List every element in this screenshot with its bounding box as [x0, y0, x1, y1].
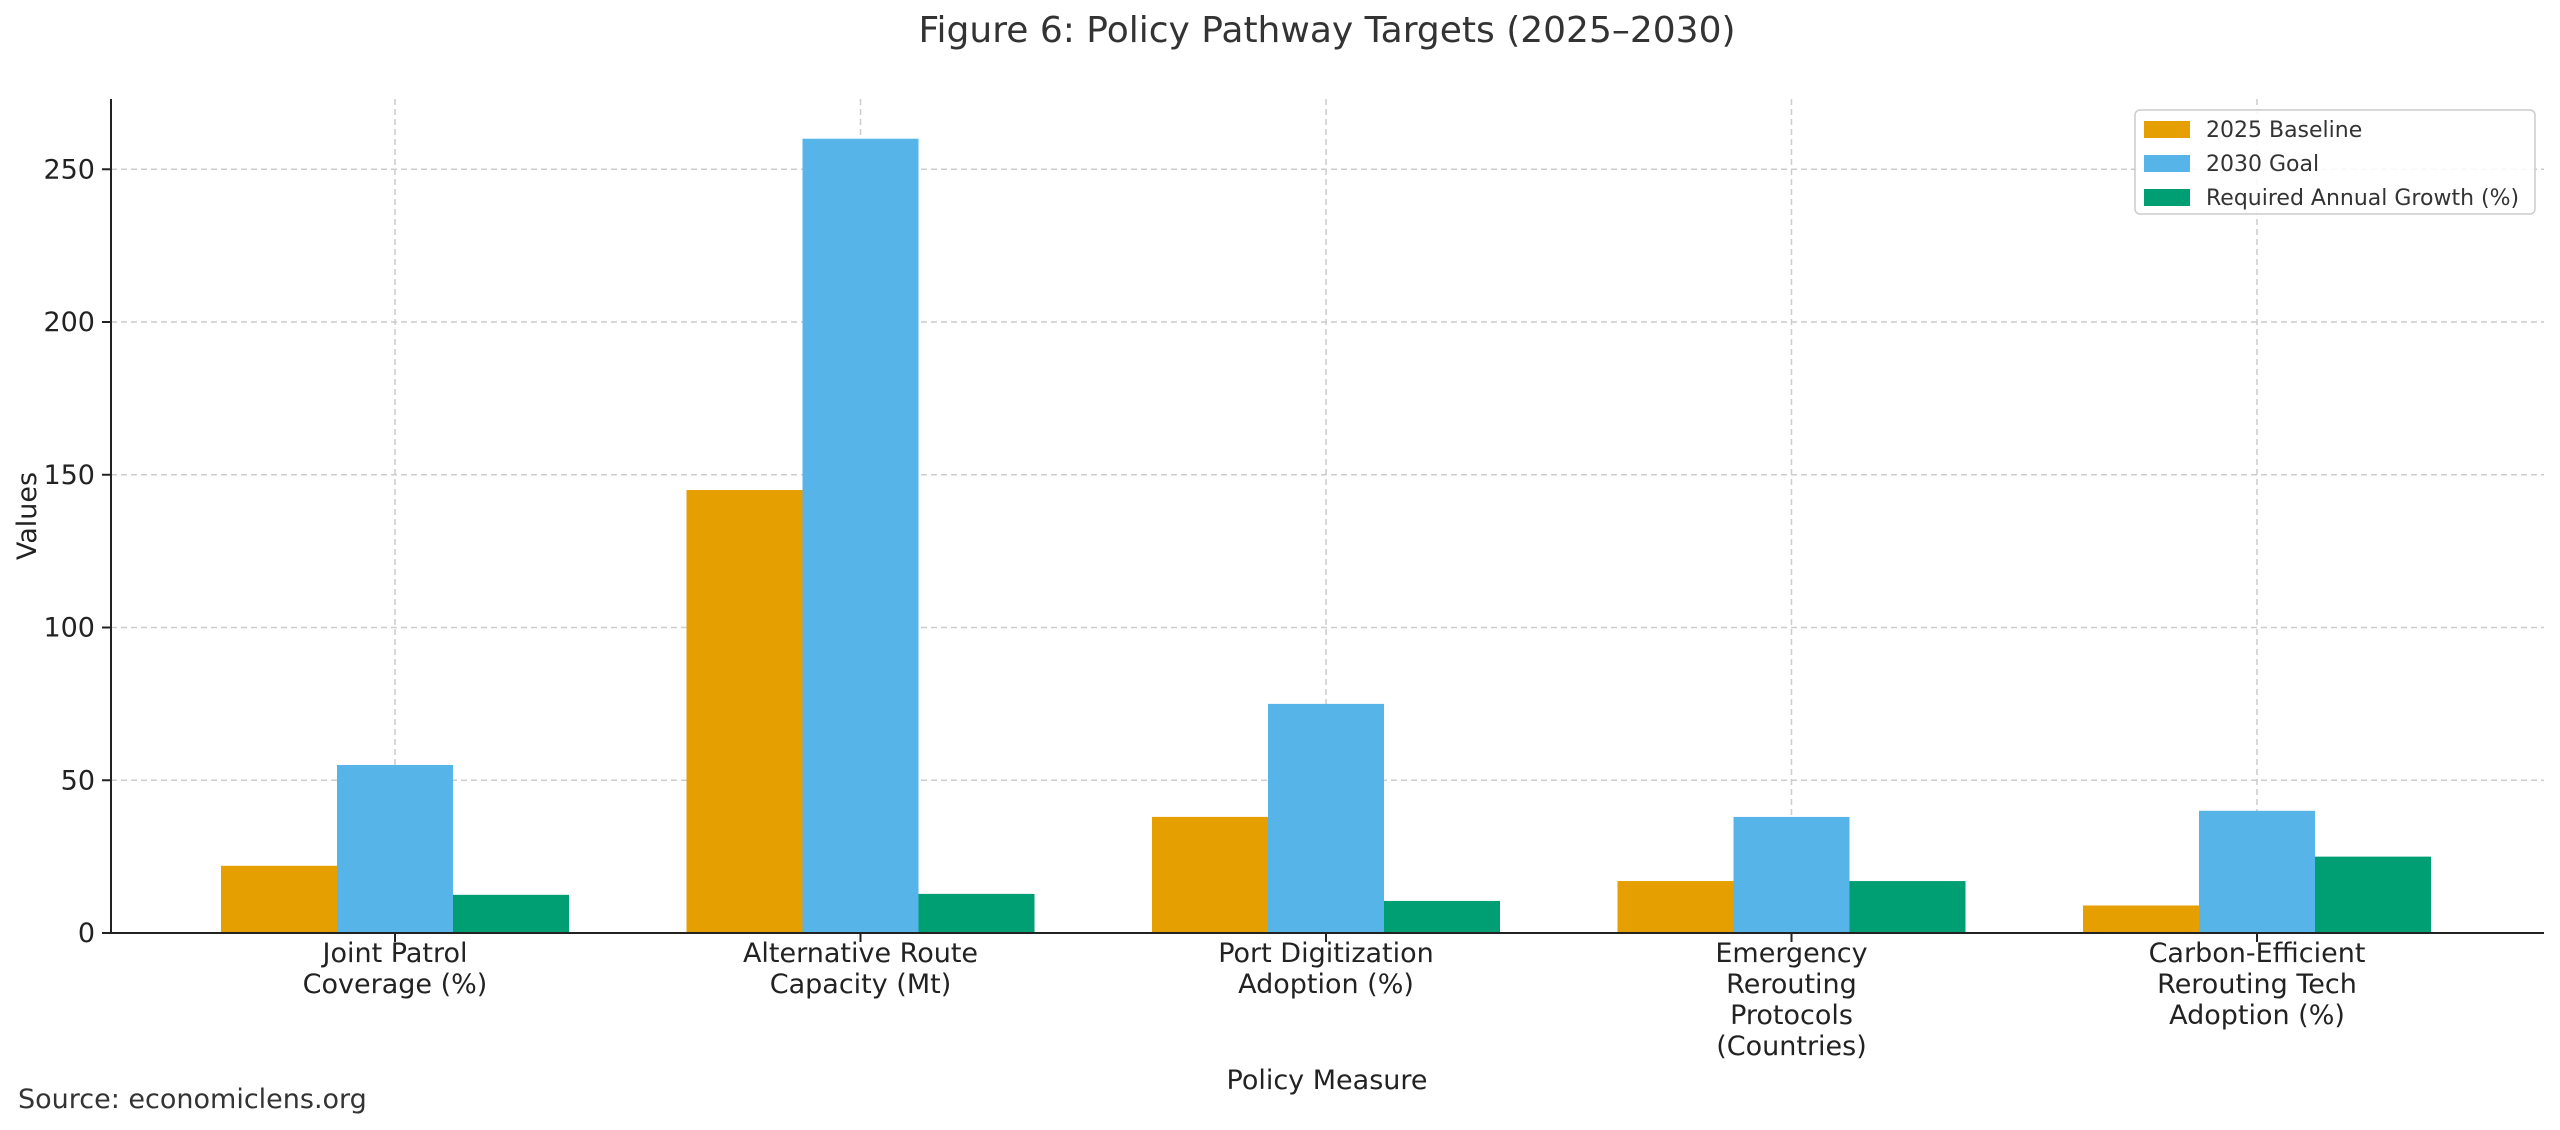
x-tick-label-line: (Countries) [1716, 1031, 1867, 1062]
y-tick-label: 150 [43, 460, 95, 491]
legend-box [2134, 109, 2536, 215]
bar [1152, 816, 1268, 933]
x-tick-label-line: Coverage (%) [303, 969, 488, 1000]
legend-swatch [2144, 155, 2190, 172]
x-tick-label: Joint Patrol Coverage (%) [303, 938, 488, 1000]
x-tick-label-line: Carbon-Efficient [2149, 938, 2366, 969]
x-tick-label: Emergency Rerouting Protocols (Countries) [1715, 938, 1867, 1062]
x-tick-label-line: Alternative Route [743, 938, 978, 969]
bar [802, 138, 919, 933]
source-note: Source: economiclens.org [18, 1084, 367, 1115]
y-tick-label: 50 [61, 765, 95, 796]
x-tick-label: Carbon-Efficient Rerouting Tech Adoption (… [2149, 938, 2366, 1031]
bar [1733, 816, 1850, 933]
x-tick-label: Alternative Route Capacity (Mt) [743, 938, 978, 1000]
bar [2199, 810, 2315, 933]
axes-layer [110, 99, 2544, 934]
chart-title: Figure 6: Policy Pathway Targets (2025–2… [918, 10, 1735, 51]
y-axis-label: Values [12, 472, 43, 560]
legend-swatch [2144, 121, 2190, 138]
legend-label: 2030 Goal [2206, 152, 2319, 177]
bar [2083, 905, 2199, 933]
y-tick-label: 200 [43, 307, 95, 338]
x-tick-label-line: Rerouting [1726, 969, 1857, 1000]
x-tick-label-line: Capacity (Mt) [770, 969, 952, 1000]
x-tick-label: Port Digitization Adoption (%) [1218, 938, 1434, 1000]
x-tick-label-line: Port Digitization [1218, 938, 1434, 969]
bar [2315, 856, 2431, 933]
bar [221, 865, 337, 933]
x-tick-label-line: Adoption (%) [1238, 969, 1414, 1000]
bar [337, 764, 453, 933]
legend-label: Required Annual Growth (%) [2206, 186, 2519, 211]
bar [1268, 703, 1384, 933]
bars-layer [221, 138, 2431, 933]
bar [918, 893, 1035, 933]
x-tick-label-line: Adoption (%) [2169, 1000, 2345, 1031]
bar [1849, 881, 1966, 933]
category-labels: Joint Patrol Coverage (%) Alternative Rout… [303, 938, 2366, 1062]
y-tick-label: 0 [78, 918, 95, 949]
x-tick-label-line: Joint Patrol [321, 938, 468, 969]
x-axis-label: Policy Measure [1227, 1065, 1428, 1096]
bar [686, 490, 803, 933]
ticks-layer: 0 50 100 150 200 250 [43, 154, 2258, 949]
legend: 2025 Baseline 2030 Goal Required Annual Gr… [2134, 109, 2536, 215]
legend-label: 2025 Baseline [2206, 118, 2362, 143]
y-tick-label: 250 [43, 154, 95, 185]
y-tick-label: 100 [43, 613, 95, 644]
x-tick-label-line: Rerouting Tech [2157, 969, 2357, 1000]
bar [1617, 881, 1734, 933]
x-tick-label-line: Protocols [1730, 1000, 1853, 1031]
x-tick-label-line: Emergency [1715, 938, 1867, 969]
bar [453, 894, 569, 933]
bar [1384, 900, 1500, 933]
legend-swatch [2144, 189, 2190, 206]
